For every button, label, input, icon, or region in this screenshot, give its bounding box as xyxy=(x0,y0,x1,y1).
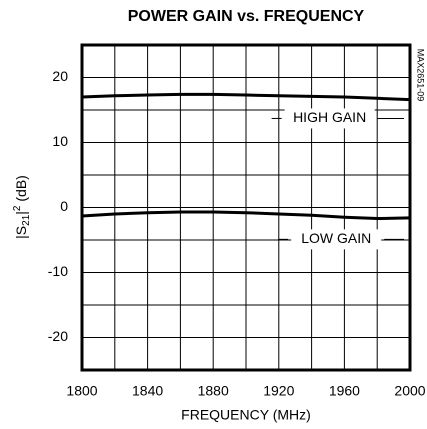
side-note: MAX2651-09 xyxy=(416,49,426,102)
x-axis-label: FREQUENCY (MHz) xyxy=(181,407,311,423)
y-tick-label: -20 xyxy=(48,328,68,344)
y-tick-label: 20 xyxy=(52,68,68,84)
x-tick-label: 1800 xyxy=(66,383,97,399)
x-tick-label: 1880 xyxy=(198,383,229,399)
y-label-sub: 21 xyxy=(21,214,32,226)
chart-title: POWER GAIN vs. FREQUENCY xyxy=(128,8,365,25)
x-tick-label: 1960 xyxy=(329,383,360,399)
y-tick-label: -10 xyxy=(48,263,68,279)
label-background xyxy=(291,229,382,250)
plot-frame xyxy=(80,43,412,372)
y-label-part: | xyxy=(13,211,29,215)
x-tick-label: 1920 xyxy=(263,383,294,399)
x-tick-label: 1840 xyxy=(132,383,163,399)
y-label-part: (dB) xyxy=(13,175,29,205)
series-label: HIGH GAIN xyxy=(293,109,366,125)
y-label-part: |S xyxy=(13,226,29,239)
line-series xyxy=(81,92,411,102)
line-series xyxy=(81,210,411,221)
y-tick-label: 10 xyxy=(52,133,68,149)
label-background xyxy=(284,108,375,129)
y-tick-label: 0 xyxy=(60,198,68,214)
y-axis-label: |S21|2 (dB) xyxy=(12,175,32,239)
series-label: LOW GAIN xyxy=(301,230,371,246)
y-label-sup: 2 xyxy=(12,205,23,211)
x-tick-label: 2000 xyxy=(394,383,425,399)
